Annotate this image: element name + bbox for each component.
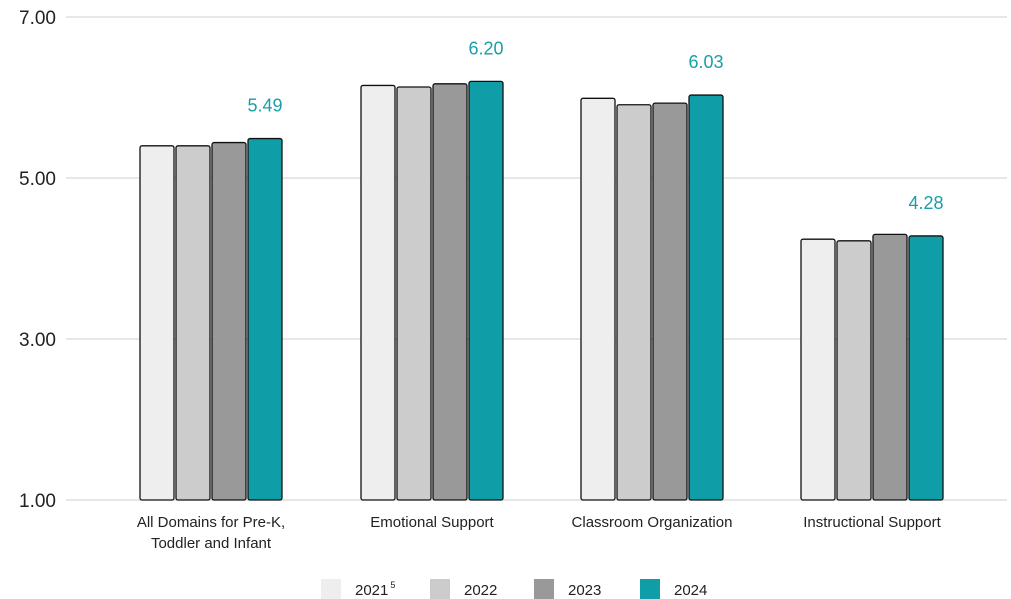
y-tick-label: 7.00 — [19, 8, 56, 29]
bar-2022-3 — [836, 240, 872, 501]
legend-swatch — [430, 579, 450, 599]
legend-label: 2024 — [674, 582, 707, 599]
legend-footnote-marker: 5 — [390, 580, 395, 590]
y-axis: 1.00 3.00 5.00 7.00 — [19, 8, 56, 512]
bar-2022-1 — [396, 86, 432, 501]
legend-label: 2022 — [464, 582, 497, 599]
data-label: 6.03 — [688, 52, 723, 72]
bar-2023-1 — [432, 83, 468, 501]
bar-2021-3 — [800, 238, 836, 501]
y-tick-label: 3.00 — [19, 330, 56, 351]
x-tick-label: Classroom Organization — [572, 514, 733, 531]
bar-2024-2 — [688, 94, 724, 501]
legend: 2021 5 2022 2023 2024 — [321, 579, 707, 599]
bar-2022-0 — [175, 145, 211, 501]
data-label: 4.28 — [908, 193, 943, 213]
legend-label: 2023 — [568, 582, 601, 599]
bar-2021-0 — [139, 145, 175, 501]
data-label: 6.20 — [468, 38, 503, 58]
x-tick-label: Emotional Support — [370, 514, 494, 531]
data-label: 5.49 — [247, 96, 282, 116]
bar-2024-0 — [247, 137, 283, 501]
bar-2023-0 — [211, 141, 247, 501]
bar-2021-2 — [580, 97, 616, 501]
x-tick-label: Toddler and Infant — [151, 535, 272, 552]
legend-swatch — [534, 579, 554, 599]
x-axis: All Domains for Pre-K, Toddler and Infant… — [137, 514, 942, 552]
bar-2022-2 — [616, 104, 652, 501]
legend-label: 2021 5 — [355, 580, 395, 599]
x-tick-label: All Domains for Pre-K, — [137, 514, 285, 531]
bar-2024-1 — [468, 80, 504, 501]
legend-swatch — [640, 579, 660, 599]
bar-2023-2 — [652, 102, 688, 501]
x-tick-label: Instructional Support — [803, 514, 941, 531]
bars — [139, 80, 944, 501]
legend-swatch — [321, 579, 341, 599]
y-tick-label: 5.00 — [19, 169, 56, 190]
bar-2023-3 — [872, 233, 908, 501]
bar-2024-3 — [908, 235, 944, 501]
bar-2021-1 — [360, 84, 396, 501]
data-labels: 5.49 6.20 6.03 4.28 — [247, 38, 943, 213]
y-tick-label: 1.00 — [19, 491, 56, 512]
